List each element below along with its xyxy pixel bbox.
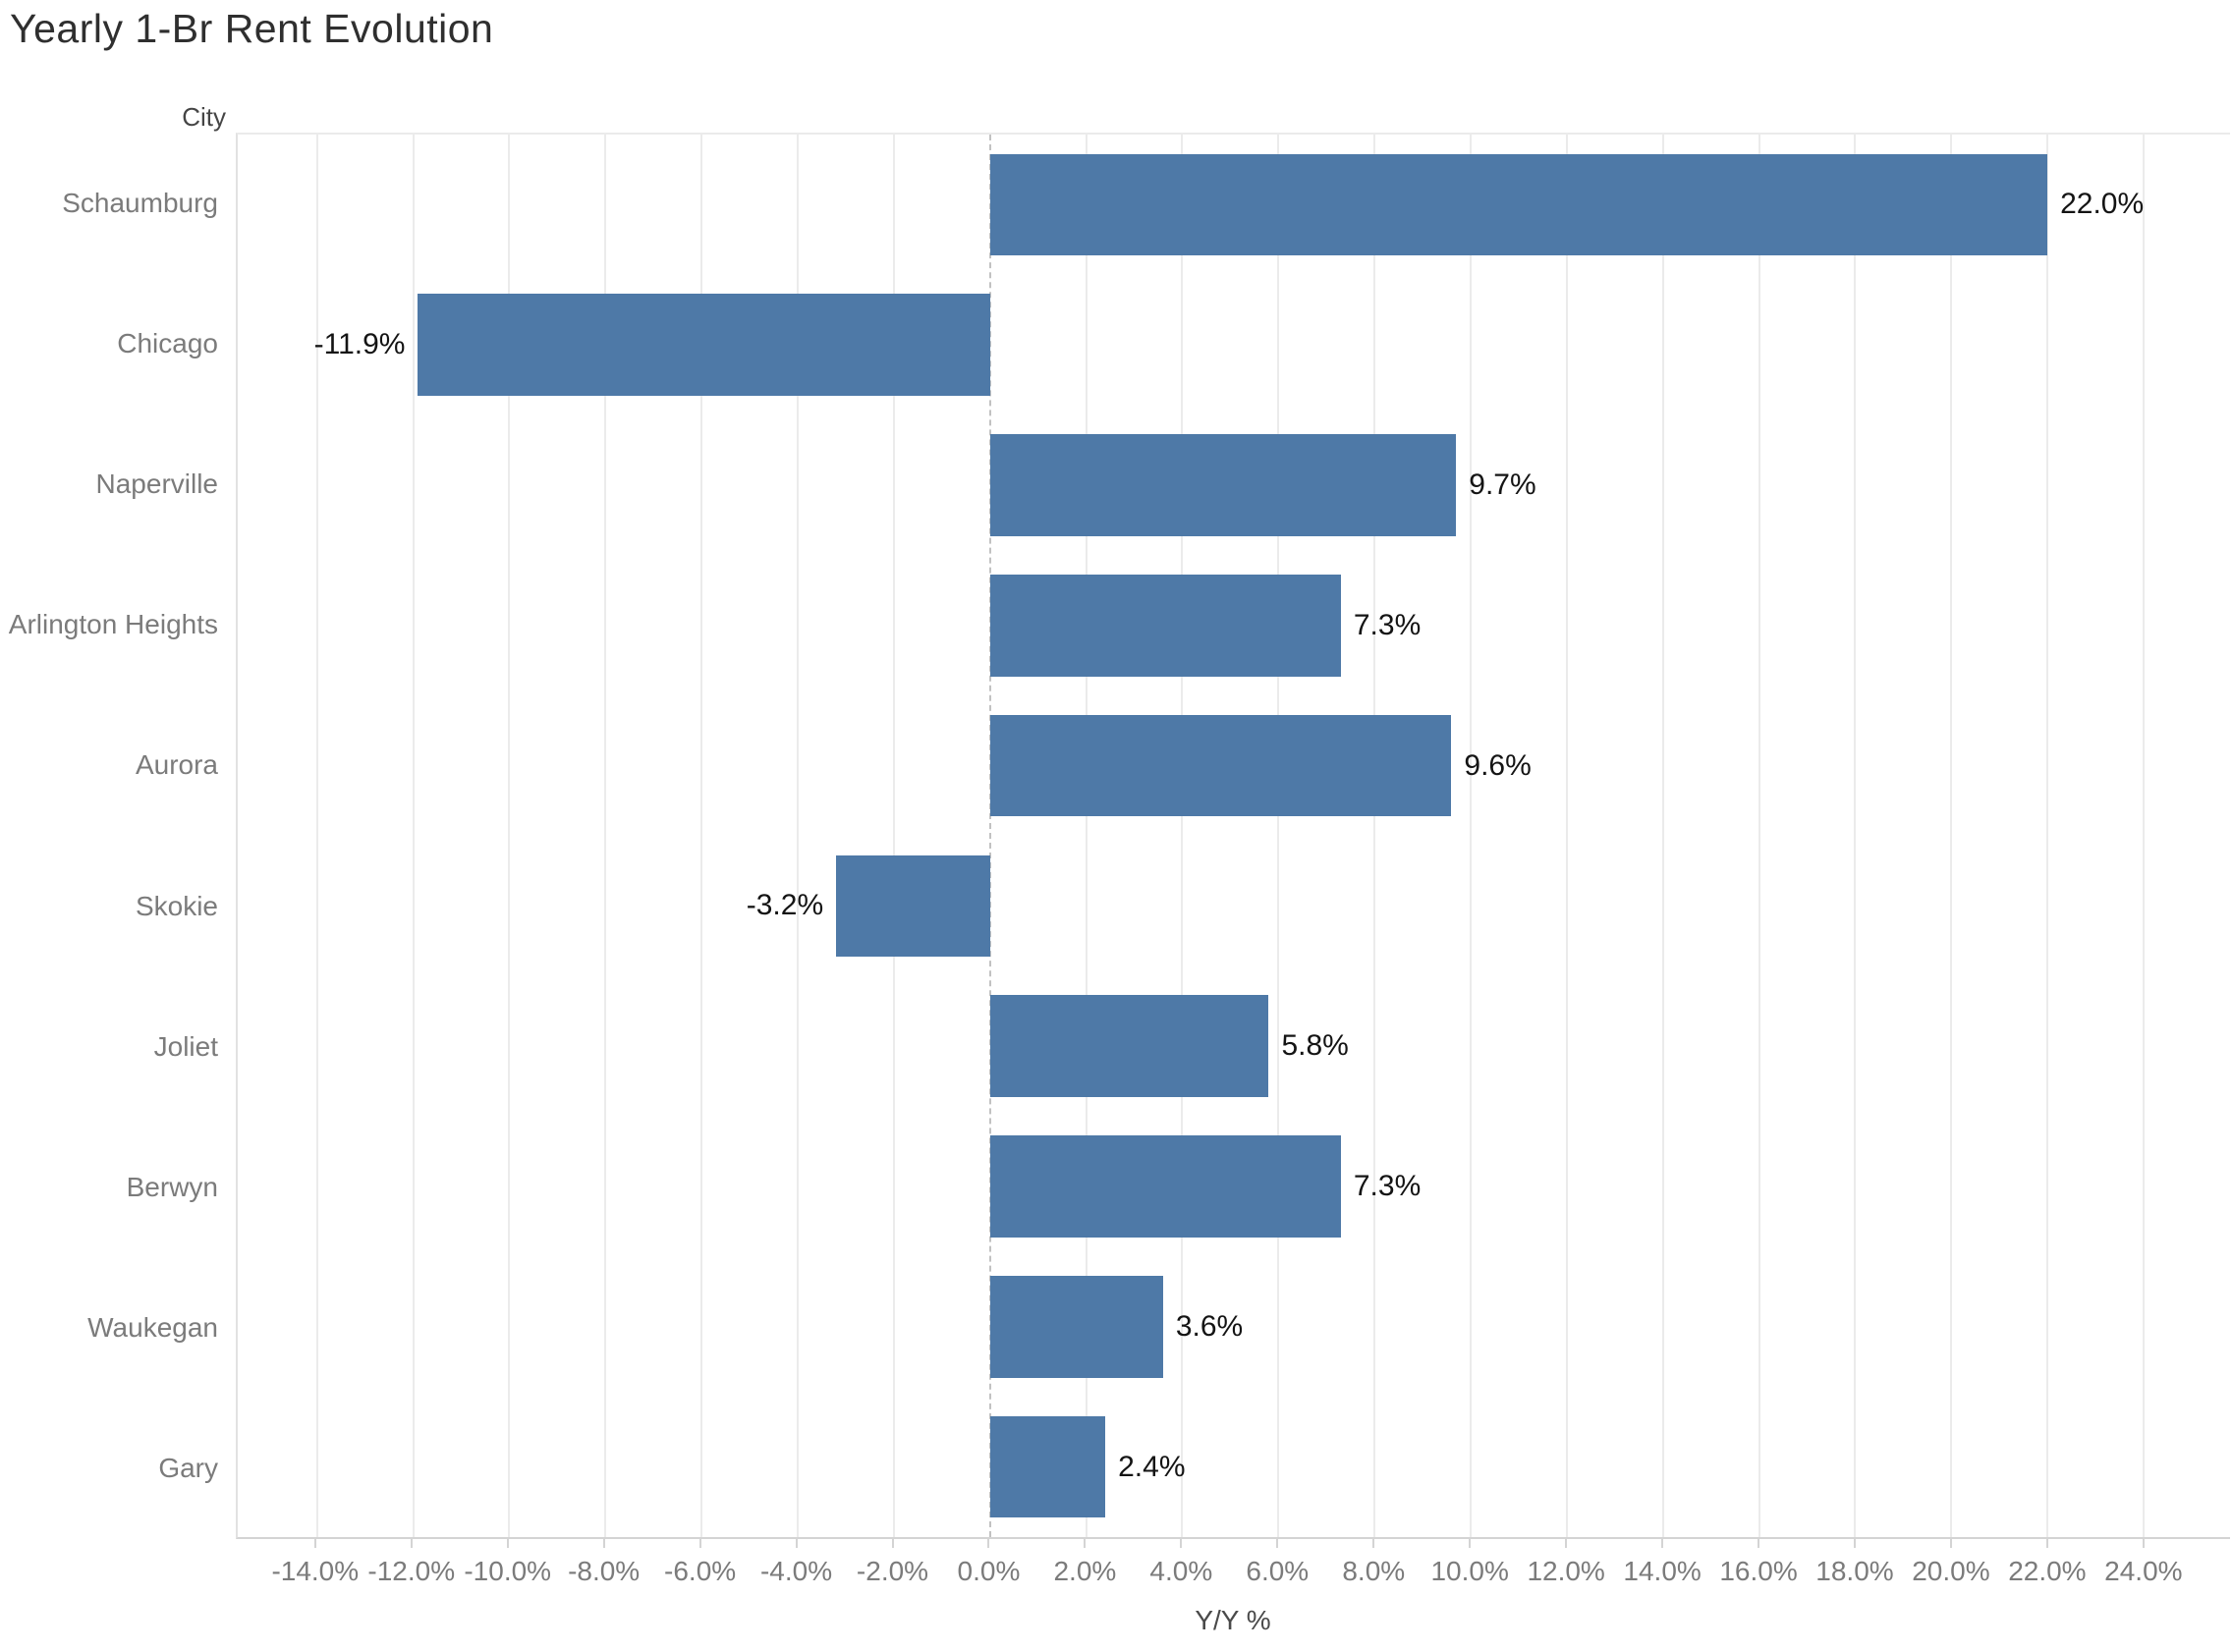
gridline [1085, 135, 1088, 1537]
x-axis-tick-label: 10.0% [1430, 1556, 1509, 1586]
gridline [1469, 135, 1472, 1537]
y-axis-label-gary: Gary [158, 1453, 218, 1484]
x-axis-tick-marks [236, 1539, 2230, 1551]
bar-value-label-waukegan: 3.6% [1175, 1309, 1244, 1343]
y-axis-label-schaumburg: Schaumburg [62, 187, 218, 218]
x-axis-title: Y/Y % [1195, 1605, 1271, 1635]
bar-value-label-schaumburg: 22.0% [2060, 188, 2145, 221]
x-axis-tick-mark [1853, 1539, 1856, 1548]
gridline [700, 135, 703, 1537]
bar-joliet[interactable] [989, 995, 1269, 1098]
x-axis-tick-label: -4.0% [759, 1556, 833, 1586]
x-axis-tick-mark [1180, 1539, 1183, 1548]
x-axis-tick-mark [891, 1539, 894, 1548]
x-axis-tick-label: 4.0% [1149, 1556, 1213, 1586]
y-axis-label-aurora: Aurora [135, 749, 218, 781]
gridline [412, 135, 415, 1537]
gridline [2142, 135, 2145, 1537]
x-axis-tick-mark [313, 1539, 316, 1548]
x-axis-tick-mark [1949, 1539, 1952, 1548]
gridline [508, 135, 511, 1537]
bar-naperville[interactable] [989, 434, 1457, 536]
x-axis-tick-label: 8.0% [1342, 1556, 1406, 1586]
gridline [1565, 135, 1568, 1537]
bar-value-label-arlington-heights: 7.3% [1353, 608, 1422, 641]
y-axis-label-berwyn: Berwyn [126, 1172, 218, 1202]
x-axis-tick-label: 16.0% [1719, 1556, 1798, 1586]
bar-arlington-heights[interactable] [989, 574, 1341, 677]
gridline [315, 135, 318, 1537]
bar-skokie[interactable] [836, 854, 990, 958]
zero-reference-line [988, 135, 991, 1537]
x-axis-tick-mark [1084, 1539, 1087, 1548]
x-axis-tick-mark [2142, 1539, 2145, 1548]
y-axis-label-skokie: Skokie [135, 890, 218, 921]
x-axis-tick-mark [698, 1539, 701, 1548]
gridline [1758, 135, 1760, 1537]
gridline [1277, 135, 1280, 1537]
x-axis-tick-label: 18.0% [1815, 1556, 1894, 1586]
y-axis-label-waukegan: Waukegan [87, 1312, 218, 1344]
x-axis-tick-labels: -14.0% -12.0% -10.0% -8.0% -6.0% -4.0% -2.0% 0.… [236, 1556, 2230, 1591]
gridline [1373, 135, 1376, 1537]
x-axis-tick-label: 2.0% [1053, 1556, 1117, 1586]
x-axis-tick-mark [506, 1539, 509, 1548]
bar-value-label-berwyn: 7.3% [1353, 1170, 1422, 1202]
x-axis-tick-label: -12.0% [367, 1556, 456, 1586]
chart-title: Yearly 1-Br Rent Evolution [10, 6, 494, 51]
bar-aurora[interactable] [989, 714, 1452, 817]
bar-berwyn[interactable] [989, 1135, 1341, 1238]
bar-value-label-gary: 2.4% [1118, 1450, 1186, 1483]
gridline [1950, 135, 1953, 1537]
x-axis-tick-mark [1276, 1539, 1279, 1548]
x-axis-tick-mark [602, 1539, 605, 1548]
x-axis-tick-label: 24.0% [2104, 1556, 2183, 1586]
gridline [1661, 135, 1664, 1537]
y-axis-labels: Schaumburg Chicago Naperville Arlington Hei… [0, 133, 226, 1539]
y-axis-label-arlington-heights: Arlington Heights [8, 609, 218, 640]
x-axis-tick-label: 12.0% [1527, 1556, 1605, 1586]
gridline [2046, 135, 2049, 1537]
x-axis-tick-label: 20.0% [1912, 1556, 1990, 1586]
x-axis-tick-mark [1469, 1539, 1472, 1548]
bar-value-label-aurora: 9.6% [1464, 748, 1532, 782]
x-axis-tick-mark [1661, 1539, 1664, 1548]
bar-value-label-chicago: -11.9% [313, 328, 406, 361]
x-axis-tick-label: -2.0% [856, 1556, 929, 1586]
x-axis-tick-label: 14.0% [1623, 1556, 1702, 1586]
y-axis-header: City [182, 102, 226, 132]
gridline [1854, 135, 1857, 1537]
x-axis-tick-mark [1372, 1539, 1375, 1548]
plot-area: 22.0% -11.9% 9.7% 7.3% 9.6% -3.2% 5.8% 7.3% 3.6%… [236, 133, 2230, 1539]
x-axis-tick-label: -10.0% [464, 1556, 552, 1586]
x-axis-tick-label: -8.0% [568, 1556, 641, 1586]
x-axis-tick-label: 22.0% [2008, 1556, 2087, 1586]
bar-value-label-joliet: 5.8% [1281, 1029, 1349, 1063]
x-axis-tick-mark [987, 1539, 990, 1548]
bar-chicago[interactable] [418, 294, 990, 397]
gridline [892, 135, 895, 1537]
bar-gary[interactable] [989, 1415, 1106, 1518]
x-axis-tick-mark [1565, 1539, 1568, 1548]
x-axis-tick-mark [1758, 1539, 1760, 1548]
x-axis-tick-mark [410, 1539, 413, 1548]
bar-value-label-naperville: 9.7% [1469, 468, 1536, 501]
bar-schaumburg[interactable] [989, 153, 2048, 256]
y-axis-label-naperville: Naperville [95, 468, 219, 499]
x-axis-tick-label: 6.0% [1246, 1556, 1310, 1586]
x-axis-tick-label: -14.0% [271, 1556, 360, 1586]
gridline [796, 135, 799, 1537]
x-axis-tick-mark [2045, 1539, 2048, 1548]
bar-waukegan[interactable] [989, 1275, 1163, 1378]
gridline [1181, 135, 1184, 1537]
gridline [604, 135, 607, 1537]
bar-value-label-skokie: -3.2% [746, 889, 824, 922]
y-axis-label-chicago: Chicago [117, 327, 218, 358]
x-axis-tick-label: -6.0% [664, 1556, 737, 1586]
x-axis-tick-label: 0.0% [957, 1556, 1021, 1586]
y-axis-label-joliet: Joliet [153, 1030, 218, 1062]
x-axis-tick-mark [795, 1539, 798, 1548]
